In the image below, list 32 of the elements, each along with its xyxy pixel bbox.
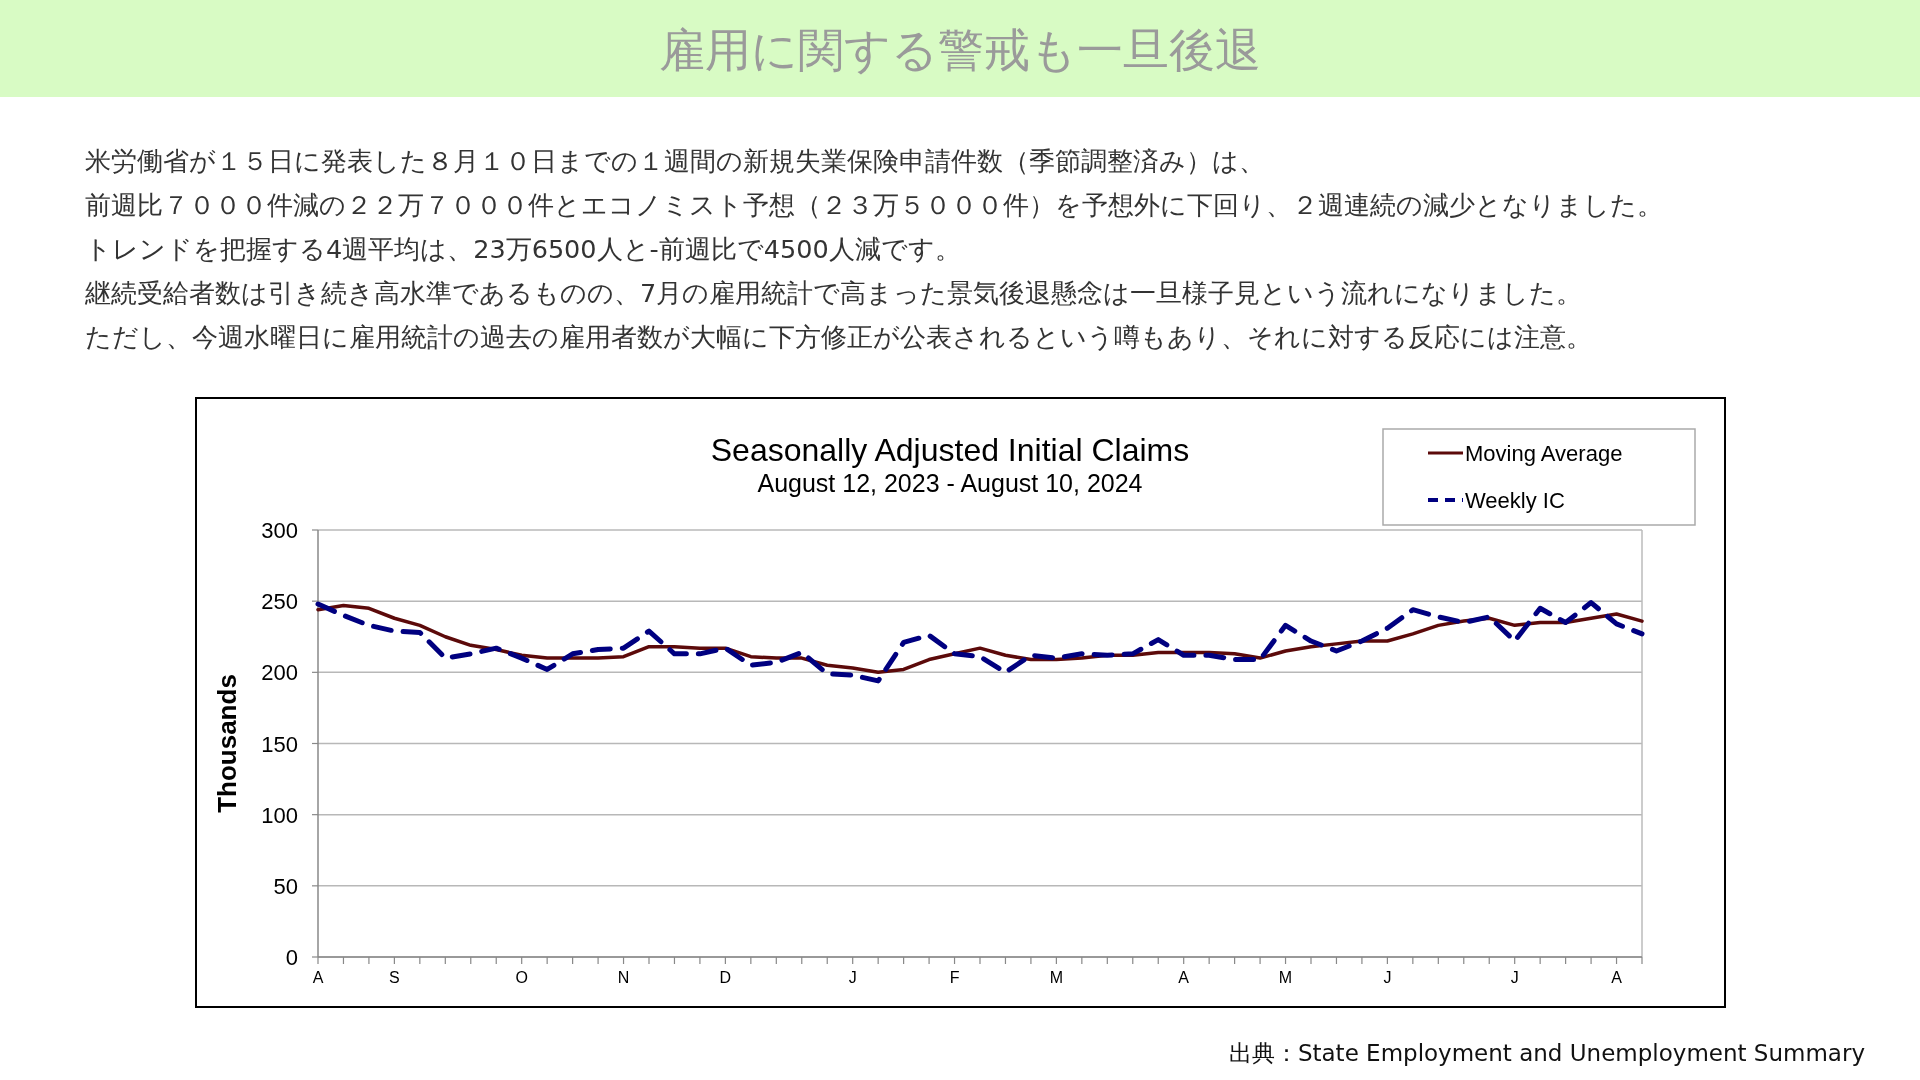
x-tick-label: F [949, 969, 960, 986]
chart-subtitle: August 12, 2023 - August 10, 2024 [757, 469, 1143, 497]
x-tick-label: A [1178, 969, 1190, 986]
text: 雇用に関する警戒も一旦後退 [659, 23, 1261, 77]
x-tick-label: J [1383, 969, 1392, 986]
chart-title: Seasonally Adjusted Initial Claims [710, 432, 1190, 468]
source-note: 出典：State Employment and Unemployment Summary [1228, 1040, 1865, 1066]
text: ただし、今週水曜日に雇用統計の過去の雇用者数が大幅に下方修正が公表されるという噂もあり、それに対する反応には注意。 [85, 322, 1592, 352]
x-tick-label: A [1611, 969, 1623, 986]
text: 米労働省が１５日に発表した８月１０日までの１週間の新規失業保険申請件数（季節調整済み）は、 [85, 146, 1265, 176]
y-tick-label: 50 [273, 873, 298, 899]
x-tick-label: M [1278, 969, 1293, 986]
x-tick-label: O [515, 969, 528, 986]
legend-label: Moving Average [1465, 441, 1623, 466]
x-tick-label: D [719, 969, 732, 986]
x-tick-label: S [389, 969, 400, 986]
text: 前週比７０００件減の２２万７０００件とエコノミスト予想（２３万５０００件）を予想外に下回り、２週連続の減少となりました。 [85, 190, 1663, 220]
y-tick-label: 0 [285, 945, 298, 970]
y-tick-label: 150 [261, 731, 298, 757]
text: 継続受給者数は引き続き高水準であるものの、7月の雇用統計で高まった景気後退懸念は一旦様子見という流れになりました。 [84, 278, 1583, 308]
x-tick-label: A [312, 969, 324, 986]
x-tick-label: M [1049, 969, 1064, 986]
y-tick-label: 200 [261, 660, 298, 686]
legend-label: Weekly IC [1465, 488, 1565, 513]
x-tick-label: J [848, 969, 857, 986]
text: トレンドを把握する4週平均は、23万6500人と-前週比で4500人減です。 [85, 234, 961, 264]
y-axis-title: Thousands [212, 674, 242, 813]
y-tick-label: 300 [261, 518, 298, 543]
y-tick-label: 100 [261, 802, 298, 828]
y-tick-label: 250 [261, 589, 298, 615]
x-tick-label: J [1510, 969, 1519, 986]
x-tick-label: N [617, 969, 630, 986]
